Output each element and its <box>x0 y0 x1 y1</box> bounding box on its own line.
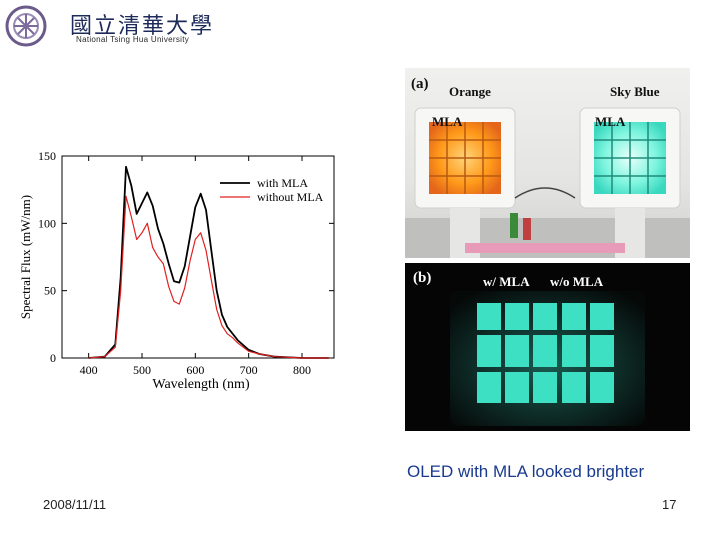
university-name-chinese: 國立清華大學 <box>70 14 215 39</box>
x-tick-label: 500 <box>133 363 151 377</box>
x-tick-label: 700 <box>240 363 258 377</box>
spectral-flux-chart: 400 500 600 700 800 0 50 100 150 Wavelength (nm)… <box>18 149 335 392</box>
y-tick-label: 0 <box>50 351 56 365</box>
university-seal-icon <box>5 5 47 47</box>
orange-mla-tag: MLA <box>432 114 463 129</box>
photo-a-label: (a) <box>411 76 429 92</box>
photo-orange-skyblue-devices: (a) Orange Sky Blue MLA MLA <box>405 68 690 258</box>
legend: with MLA without MLA <box>220 176 324 204</box>
y-tick-label: 150 <box>38 149 56 163</box>
photo-oled-panel-comparison: (b) w/ MLA w/o MLA <box>405 263 690 431</box>
tick-group: 400 500 600 700 800 0 50 100 150 <box>38 149 334 377</box>
y-tick-label: 100 <box>38 216 56 230</box>
x-axis-label: Wavelength (nm) <box>152 377 250 392</box>
series-group <box>88 165 329 359</box>
legend-label-with-mla: with MLA <box>257 176 308 190</box>
university-name-english: National Tsing Hua University <box>76 35 190 44</box>
orange-title: Orange <box>449 84 491 99</box>
footer-date: 2008/11/11 <box>43 497 107 512</box>
legend-label-without-mla: without MLA <box>257 190 324 204</box>
sky-blue-title: Sky Blue <box>610 84 660 99</box>
x-tick-label: 600 <box>186 363 204 377</box>
y-tick-label: 50 <box>44 284 56 298</box>
university-logo: 國立清華大學 National Tsing Hua University <box>4 4 212 50</box>
series-line-with-mla <box>88 165 329 359</box>
x-tick-label: 800 <box>293 363 311 377</box>
plot-area: 400 500 600 700 800 0 50 100 150 <box>38 149 335 377</box>
without-mla-tag: w/o MLA <box>550 274 604 289</box>
oled-panel-drawing <box>450 291 645 426</box>
series-line-without-mla <box>88 195 329 359</box>
plot-frame <box>61 155 335 359</box>
device-photo-drawing <box>405 107 690 258</box>
with-mla-tag: w/ MLA <box>483 274 530 289</box>
x-tick-label: 400 <box>80 363 98 377</box>
slide-caption: OLED with MLA looked brighter <box>407 462 645 481</box>
y-axis-label: Spectral Flux (mW/nm) <box>18 195 33 319</box>
page-number: 17 <box>662 497 677 512</box>
photo-b-label: (b) <box>413 270 432 286</box>
sky-blue-mla-tag: MLA <box>595 114 626 129</box>
